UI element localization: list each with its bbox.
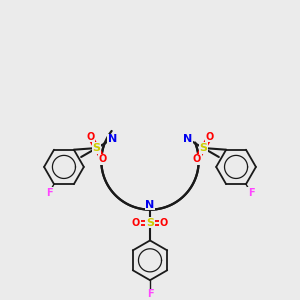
Text: N: N — [183, 134, 193, 144]
Text: O: O — [160, 218, 168, 228]
Text: F: F — [248, 188, 254, 198]
Text: O: O — [206, 132, 214, 142]
Text: F: F — [46, 188, 52, 198]
Text: O: O — [132, 218, 140, 228]
Text: O: O — [99, 154, 107, 164]
Text: S: S — [93, 143, 101, 153]
Text: O: O — [193, 154, 201, 164]
Text: O: O — [86, 132, 94, 142]
Text: S: S — [199, 143, 207, 153]
Text: N: N — [107, 134, 117, 144]
Text: F: F — [147, 289, 153, 299]
Text: N: N — [146, 200, 154, 210]
Text: S: S — [146, 218, 154, 228]
